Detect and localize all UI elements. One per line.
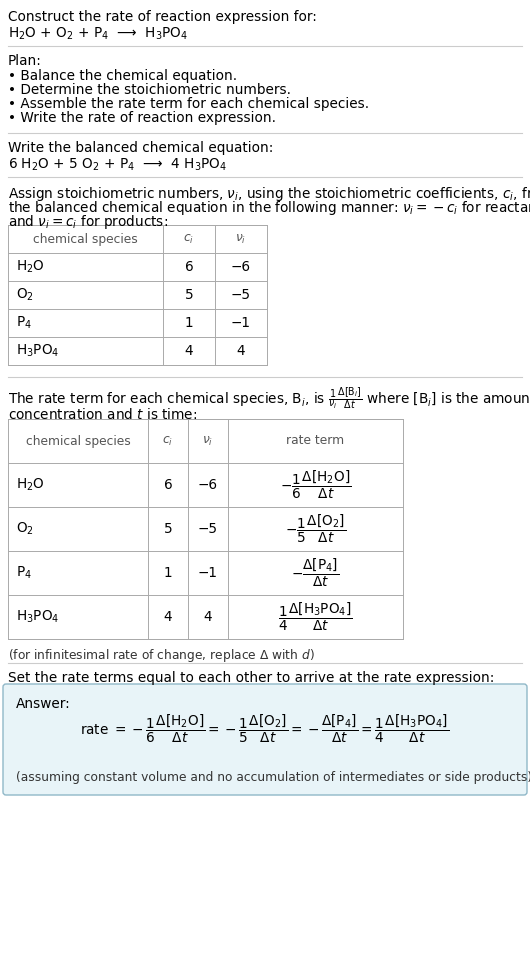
Text: 4: 4 — [164, 610, 172, 624]
Text: Assign stoichiometric numbers, $\nu_i$, using the stoichiometric coefficients, $: Assign stoichiometric numbers, $\nu_i$, … — [8, 185, 530, 203]
Text: −5: −5 — [231, 288, 251, 302]
Text: −1: −1 — [198, 566, 218, 580]
Text: concentration and $t$ is time:: concentration and $t$ is time: — [8, 407, 197, 422]
Text: H$_2$O: H$_2$O — [16, 477, 45, 493]
Text: 4: 4 — [184, 344, 193, 358]
Text: 4: 4 — [204, 610, 213, 624]
Text: • Write the rate of reaction expression.: • Write the rate of reaction expression. — [8, 111, 276, 125]
Bar — [8, 419, 403, 639]
Text: 5: 5 — [184, 288, 193, 302]
Text: • Assemble the rate term for each chemical species.: • Assemble the rate term for each chemic… — [8, 97, 369, 111]
Bar — [8, 225, 267, 365]
Text: Plan:: Plan: — [8, 54, 42, 68]
Text: $c_i$: $c_i$ — [163, 434, 173, 448]
Text: H$_3$PO$_4$: H$_3$PO$_4$ — [16, 343, 59, 360]
Text: −5: −5 — [198, 522, 218, 536]
Text: H$_2$O + O$_2$ + P$_4$  ⟶  H$_3$PO$_4$: H$_2$O + O$_2$ + P$_4$ ⟶ H$_3$PO$_4$ — [8, 26, 188, 42]
Text: −6: −6 — [198, 478, 218, 492]
Text: and $\nu_i = c_i$ for products:: and $\nu_i = c_i$ for products: — [8, 213, 168, 231]
Text: $\nu_i$: $\nu_i$ — [202, 434, 214, 448]
Text: chemical species: chemical species — [33, 232, 138, 246]
Text: 6: 6 — [164, 478, 172, 492]
Text: P$_4$: P$_4$ — [16, 315, 32, 331]
Text: $-\dfrac{1}{6}\dfrac{\Delta[\mathrm{H_2O}]}{\Delta t}$: $-\dfrac{1}{6}\dfrac{\Delta[\mathrm{H_2O… — [280, 468, 351, 501]
Text: chemical species: chemical species — [25, 434, 130, 448]
Text: H$_3$PO$_4$: H$_3$PO$_4$ — [16, 609, 59, 625]
Text: Write the balanced chemical equation:: Write the balanced chemical equation: — [8, 141, 273, 155]
Text: (for infinitesimal rate of change, replace Δ with $d$): (for infinitesimal rate of change, repla… — [8, 647, 315, 664]
Text: the balanced chemical equation in the following manner: $\nu_i = -c_i$ for react: the balanced chemical equation in the fo… — [8, 199, 530, 217]
Text: −6: −6 — [231, 260, 251, 274]
Text: H$_2$O: H$_2$O — [16, 259, 45, 275]
Text: rate $= -\dfrac{1}{6}\dfrac{\Delta[\mathrm{H_2O}]}{\Delta t} = -\dfrac{1}{5}\dfr: rate $= -\dfrac{1}{6}\dfrac{\Delta[\math… — [81, 712, 449, 745]
Text: • Balance the chemical equation.: • Balance the chemical equation. — [8, 69, 237, 83]
Text: • Determine the stoichiometric numbers.: • Determine the stoichiometric numbers. — [8, 83, 291, 97]
Text: $-\dfrac{1}{5}\dfrac{\Delta[\mathrm{O_2}]}{\Delta t}$: $-\dfrac{1}{5}\dfrac{\Delta[\mathrm{O_2}… — [285, 513, 346, 545]
FancyBboxPatch shape — [3, 684, 527, 795]
Text: Answer:: Answer: — [16, 697, 70, 711]
Text: $\nu_i$: $\nu_i$ — [235, 232, 246, 246]
Text: The rate term for each chemical species, B$_i$, is $\frac{1}{\nu_i}\frac{\Delta[: The rate term for each chemical species,… — [8, 385, 530, 411]
Text: 4: 4 — [237, 344, 245, 358]
Text: 5: 5 — [164, 522, 172, 536]
Text: $c_i$: $c_i$ — [183, 232, 195, 246]
Text: 1: 1 — [184, 316, 193, 330]
Text: 6 H$_2$O + 5 O$_2$ + P$_4$  ⟶  4 H$_3$PO$_4$: 6 H$_2$O + 5 O$_2$ + P$_4$ ⟶ 4 H$_3$PO$_… — [8, 157, 227, 173]
Text: O$_2$: O$_2$ — [16, 287, 34, 303]
Text: rate term: rate term — [286, 434, 345, 448]
Text: −1: −1 — [231, 316, 251, 330]
Text: Set the rate terms equal to each other to arrive at the rate expression:: Set the rate terms equal to each other t… — [8, 671, 494, 685]
Text: P$_4$: P$_4$ — [16, 564, 32, 581]
Text: $-\dfrac{\Delta[\mathrm{P_4}]}{\Delta t}$: $-\dfrac{\Delta[\mathrm{P_4}]}{\Delta t}… — [292, 557, 340, 589]
Text: (assuming constant volume and no accumulation of intermediates or side products): (assuming constant volume and no accumul… — [16, 771, 530, 784]
Text: $\dfrac{1}{4}\dfrac{\Delta[\mathrm{H_3PO_4}]}{\Delta t}$: $\dfrac{1}{4}\dfrac{\Delta[\mathrm{H_3PO… — [278, 601, 353, 633]
Text: 1: 1 — [164, 566, 172, 580]
Text: Construct the rate of reaction expression for:: Construct the rate of reaction expressio… — [8, 10, 317, 24]
Text: O$_2$: O$_2$ — [16, 520, 34, 537]
Text: 6: 6 — [184, 260, 193, 274]
